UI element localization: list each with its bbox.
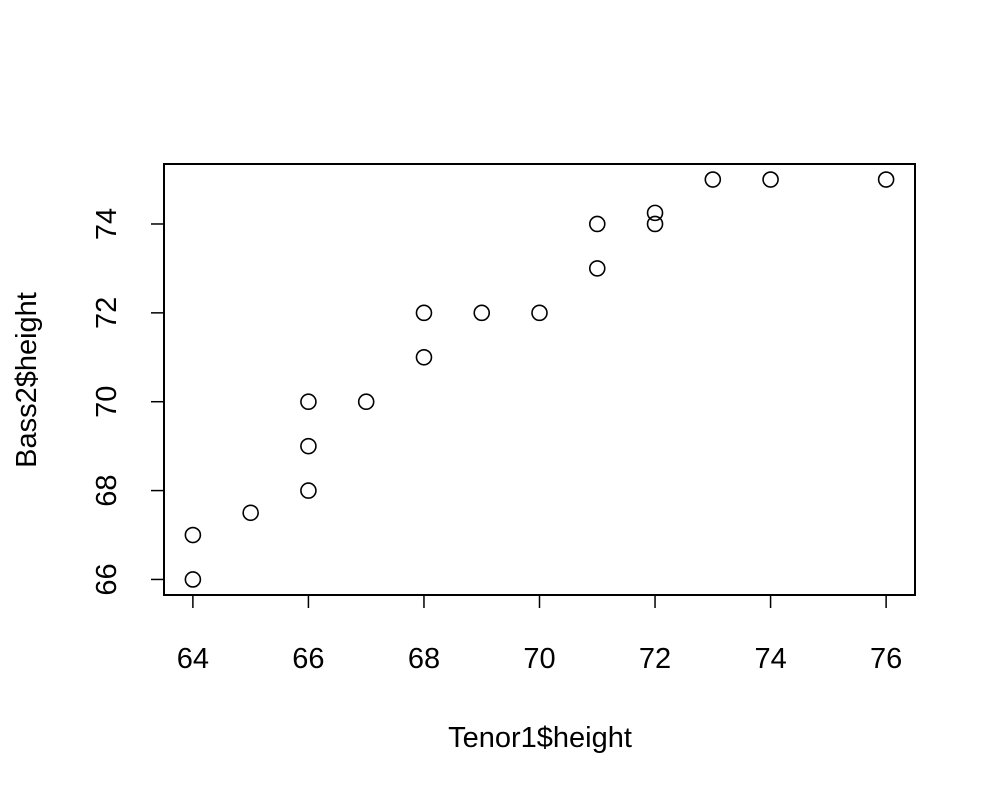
- data-point: [300, 437, 317, 455]
- data-point: [877, 171, 895, 188]
- data-point: [531, 304, 548, 322]
- data-point: [762, 171, 779, 188]
- x-tick-label: 72: [639, 643, 671, 675]
- x-tick-label: 66: [292, 643, 324, 675]
- y-axis: 66 68 70 72 74: [91, 208, 165, 596]
- data-point: [300, 482, 317, 499]
- x-axis: 64 66 68 70 72 74 76: [177, 594, 902, 675]
- data-point: [646, 204, 664, 222]
- y-tick-label: 72: [91, 297, 123, 329]
- data-point: [184, 526, 202, 544]
- x-tick-label: 76: [870, 643, 902, 675]
- data-point: [357, 393, 375, 411]
- x-tick-label: 70: [523, 643, 555, 675]
- data-point: [588, 260, 606, 277]
- data-point: [184, 571, 202, 588]
- y-axis-label: Bass2$height: [11, 292, 43, 468]
- data-point: [646, 215, 664, 233]
- x-tick-label: 64: [177, 643, 209, 675]
- data-points: [184, 171, 895, 588]
- x-tick-label: 74: [754, 643, 786, 675]
- data-point: [415, 348, 433, 366]
- data-point: [473, 304, 491, 322]
- data-point: [588, 215, 606, 233]
- data-point: [415, 304, 433, 322]
- data-point: [242, 504, 259, 522]
- x-axis-label: Tenor1$height: [448, 722, 632, 754]
- y-tick-label: 66: [91, 563, 123, 595]
- x-tick-label: 68: [408, 643, 440, 675]
- plot-frame: [163, 163, 916, 596]
- data-point: [704, 171, 722, 188]
- y-tick-label: 74: [91, 208, 123, 240]
- y-tick-label: 70: [91, 386, 123, 418]
- data-point: [300, 393, 317, 411]
- y-tick-label: 68: [91, 474, 123, 506]
